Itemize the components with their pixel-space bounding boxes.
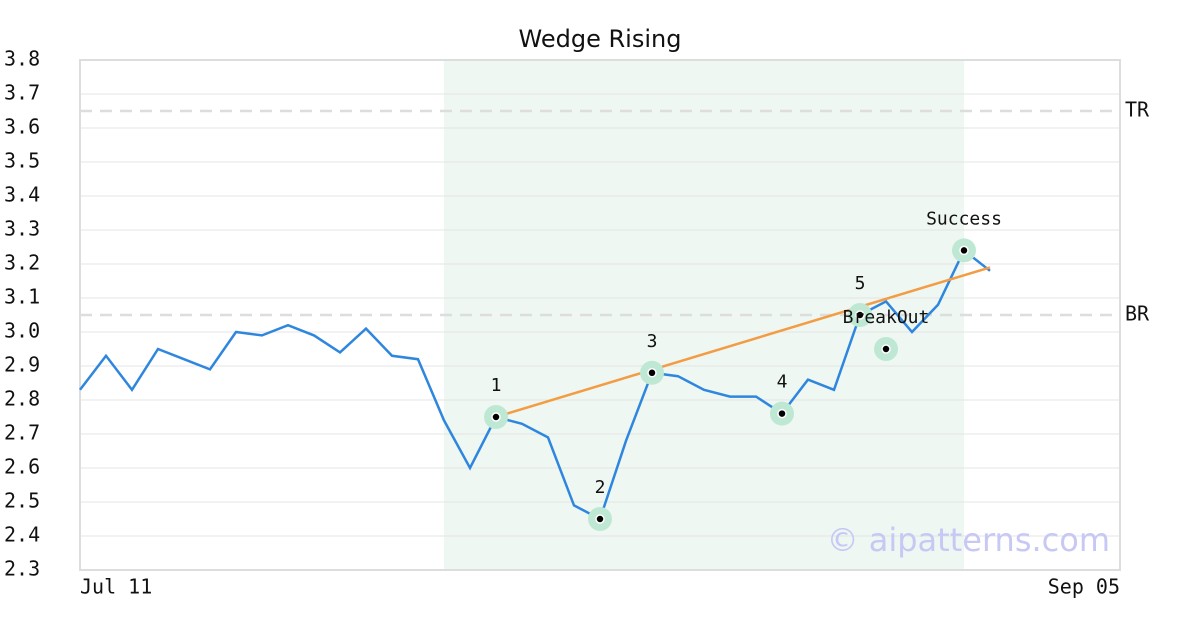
y-tick-label: 2.3 [4, 557, 40, 581]
x-tick-label: Jul 11 [80, 575, 152, 599]
y-tick-label: 3.2 [4, 251, 40, 275]
reference-label: BR [1125, 302, 1150, 326]
reference-label: TR [1125, 98, 1150, 122]
y-tick-label: 3.1 [4, 285, 40, 309]
y-tick-label: 2.9 [4, 353, 40, 377]
pattern-label: 2 [595, 477, 606, 498]
pattern-label: 1 [491, 375, 502, 396]
y-tick-label: 2.4 [4, 523, 40, 547]
pattern-dot [855, 310, 865, 320]
y-tick-label: 3.3 [4, 217, 40, 241]
y-tick-label: 2.7 [4, 421, 40, 445]
y-tick-label: 3.5 [4, 149, 40, 173]
y-tick-label: 3.7 [4, 81, 40, 105]
pattern-dot [881, 344, 891, 354]
pattern-label: Success [926, 208, 1002, 229]
pattern-dot [595, 514, 605, 524]
x-tick-label: Sep 05 [1048, 575, 1120, 599]
pattern-dot [647, 368, 657, 378]
pattern-label: 4 [777, 372, 788, 393]
pattern-dot [777, 408, 787, 419]
y-tick-label: 3.4 [4, 183, 40, 207]
watermark: © aipatterns.com [827, 521, 1110, 559]
chart-title: Wedge Rising [519, 25, 682, 53]
y-tick-label: 3.0 [4, 319, 40, 343]
y-tick-label: 2.5 [4, 489, 40, 513]
y-tick-label: 3.6 [4, 115, 40, 139]
pattern-dot [959, 245, 969, 256]
pattern-label: BreakOut [843, 307, 930, 328]
pattern-dot [491, 412, 501, 422]
trendline [495, 266, 991, 419]
y-tick-label: 2.6 [4, 455, 40, 479]
pattern-label: 5 [855, 273, 866, 294]
y-tick-label: 3.8 [4, 47, 40, 71]
y-tick-label: 2.8 [4, 387, 40, 411]
pattern-label: 3 [647, 331, 658, 352]
price-line [79, 248, 991, 521]
